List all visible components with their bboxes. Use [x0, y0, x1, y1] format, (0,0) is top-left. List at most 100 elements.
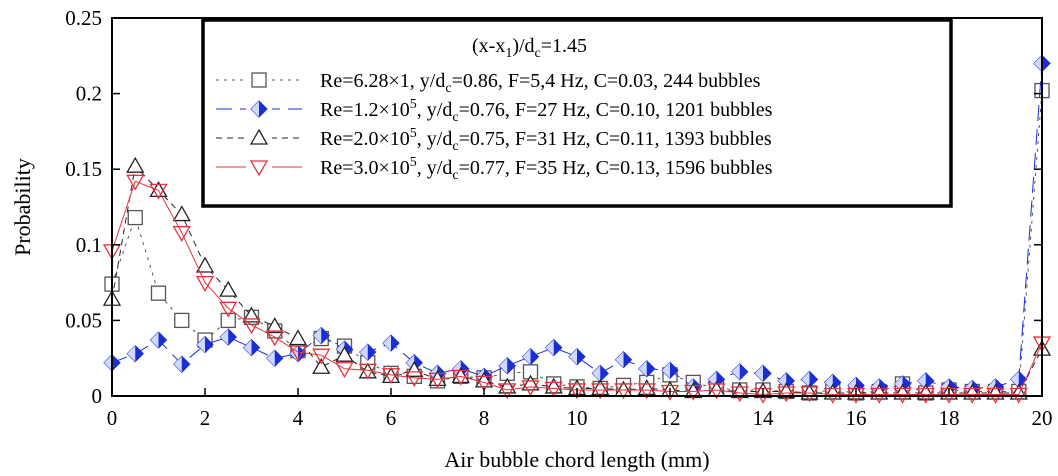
data-point — [660, 384, 680, 401]
legend-entry-1: Re=6.28×1, y/dc=0.86, F=5,4 Hz, C=0.03, … — [216, 70, 761, 96]
data-point — [428, 372, 447, 389]
data-point-shade — [615, 351, 624, 368]
legend-entry-3: Re=2.0×105, y/dc=0.75, F=31 Hz, C=0.11, … — [216, 126, 772, 154]
data-point — [219, 280, 238, 297]
data-point — [126, 156, 145, 173]
data-point — [195, 256, 215, 273]
x-tick-label: 16 — [846, 406, 867, 430]
data-point — [707, 383, 726, 400]
data-point — [335, 345, 354, 362]
data-point — [149, 181, 168, 198]
legend-label: Re=1.2×105, y/dc=0.76, F=27 Hz, C=0.10, … — [320, 97, 773, 125]
data-point-shade — [383, 335, 391, 352]
data-point-shade — [251, 101, 259, 117]
data-point-shade — [522, 348, 531, 365]
data-point-shade — [917, 372, 926, 389]
data-point-shade — [499, 357, 508, 374]
data-point — [474, 375, 494, 392]
data-point-shade — [243, 339, 252, 356]
x-tick-label: 2 — [200, 406, 211, 430]
data-point — [335, 362, 354, 379]
data-point — [777, 386, 796, 403]
y-tick-label: 0.05 — [65, 308, 102, 332]
legend-entry-4: Re=3.0×105, y/dc=0.77, F=35 Hz, C=0.13, … — [216, 155, 773, 183]
x-tick-label: 8 — [479, 406, 490, 430]
x-axis-label: Air bubble chord length (mm) — [444, 447, 709, 472]
data-point — [174, 312, 190, 329]
data-point — [451, 367, 470, 383]
x-tick-label: 4 — [293, 406, 304, 430]
data-point — [405, 371, 424, 388]
y-tick-label: 0.1 — [76, 233, 102, 257]
data-point — [195, 275, 215, 292]
data-point-shade — [638, 360, 647, 377]
series-layer — [102, 54, 1052, 404]
data-point — [126, 174, 145, 191]
data-point — [249, 160, 269, 177]
data-point-shade — [778, 372, 787, 389]
data-point — [358, 363, 377, 380]
data-point — [591, 383, 610, 400]
data-point — [265, 330, 284, 347]
data-point — [150, 285, 167, 301]
x-tick-label: 10 — [567, 406, 588, 430]
data-point — [521, 380, 540, 397]
data-point — [684, 384, 703, 401]
data-point — [127, 209, 143, 226]
data-point-shade — [150, 332, 159, 349]
data-point — [172, 205, 191, 222]
data-point — [451, 369, 470, 386]
data-point-shade — [569, 348, 577, 365]
y-axis-label: Probability — [10, 158, 35, 256]
data-point — [405, 360, 424, 377]
legend-entry-2: Re=1.2×105, y/dc=0.76, F=27 Hz, C=0.10, … — [216, 97, 773, 125]
data-point-shade — [173, 356, 182, 373]
data-point-shade — [731, 363, 740, 380]
x-tick-label: 20 — [1032, 406, 1053, 430]
data-point — [249, 128, 269, 145]
data-point — [544, 381, 563, 398]
data-point — [312, 348, 331, 365]
x-tick-label: 18 — [939, 406, 960, 430]
data-point-shade — [545, 339, 554, 356]
data-point-shade — [801, 371, 810, 388]
data-point-shade — [824, 374, 833, 391]
data-point — [521, 374, 540, 391]
series-line — [111, 63, 1043, 389]
legend-label: Re=6.28×1, y/dc=0.86, F=5,4 Hz, C=0.03, … — [320, 70, 761, 96]
x-tick-label: 0 — [107, 406, 118, 430]
data-point-shade — [197, 336, 205, 353]
data-point-shade — [755, 365, 763, 382]
data-point-shade — [104, 354, 112, 371]
y-tick-label: 0.25 — [65, 6, 102, 30]
y-tick-label: 0.2 — [76, 82, 102, 106]
data-point — [288, 329, 308, 346]
data-point — [172, 226, 191, 243]
data-point-shade — [1010, 371, 1019, 388]
data-point — [684, 382, 703, 399]
data-point — [312, 357, 331, 374]
data-point — [498, 383, 517, 400]
x-tick-label: 14 — [753, 406, 775, 430]
data-point-shade — [220, 329, 229, 346]
data-point — [614, 383, 633, 400]
legend: (x-x1)/dc=1.45 Re=6.28×1, y/dc=0.86, F=5,… — [201, 18, 953, 208]
series-4 — [102, 174, 1052, 404]
legend-label: Re=2.0×105, y/dc=0.75, F=31 Hz, C=0.11, … — [320, 126, 772, 154]
x-tick-label: 12 — [660, 406, 681, 430]
y-tick-label: 0.15 — [65, 157, 102, 181]
data-point — [800, 386, 819, 403]
data-point — [637, 383, 656, 400]
data-point — [288, 345, 308, 362]
data-point — [567, 383, 587, 400]
legend-header: (x-x1)/dc=1.45 — [472, 35, 587, 61]
data-point — [219, 301, 238, 318]
data-point — [265, 317, 284, 334]
data-point-shade — [266, 350, 275, 367]
y-tick-label: 0 — [92, 384, 103, 408]
data-point-shade — [313, 327, 322, 344]
data-point — [220, 312, 236, 329]
data-point-shade — [662, 362, 670, 379]
legend-label: Re=3.0×105, y/dc=0.77, F=35 Hz, C=0.13, … — [320, 155, 773, 183]
